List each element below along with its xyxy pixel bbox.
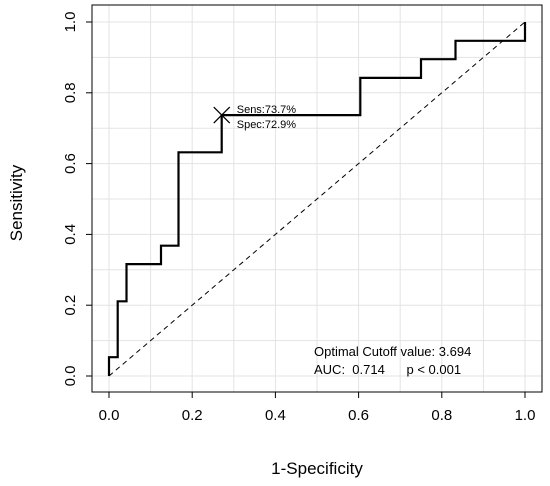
x-tick-label: 0.2 — [182, 407, 203, 424]
x-tick-label: 0.4 — [265, 407, 286, 424]
optimal-point-marker — [213, 106, 231, 124]
roc-curve — [107, 22, 527, 376]
y-tick-label: 0.0 — [62, 366, 79, 387]
plot-frame — [91, 4, 543, 393]
auc-annotation: AUC: 0.714 p < 0.001 — [314, 362, 461, 377]
y-tick-label: 0.6 — [62, 153, 79, 174]
series-group — [107, 22, 527, 376]
reference-line — [108, 21, 526, 377]
reference-line-group — [108, 21, 526, 377]
x-tick-label: 0.8 — [431, 407, 452, 424]
y-axis-title: Sensitivity — [7, 164, 26, 241]
y-tick-label: 0.2 — [62, 295, 79, 316]
x-tick-label: 1.0 — [515, 407, 536, 424]
sensitivity-label: Sens:73.7% — [237, 104, 297, 116]
x-tick-label: 0.0 — [99, 407, 120, 424]
y-tick-label: 0.8 — [62, 82, 79, 103]
axes: 0.0 0.2 0.4 0.6 0.8 1.0 0.0 0.2 0.4 0.6 0.8 1.0 — [62, 12, 535, 424]
x-axis-title: 1-Specificity — [271, 459, 363, 478]
specificity-label: Spec:72.9% — [237, 119, 297, 131]
x-tick-label: 0.6 — [348, 407, 369, 424]
cutoff-annotation: Optimal Cutoff value: 3.694 — [314, 344, 471, 359]
y-tick-label: 1.0 — [62, 12, 79, 33]
y-tick-label: 0.4 — [62, 224, 79, 245]
optimal-point-group: Sens:73.7% Spec:72.9% — [213, 104, 297, 131]
